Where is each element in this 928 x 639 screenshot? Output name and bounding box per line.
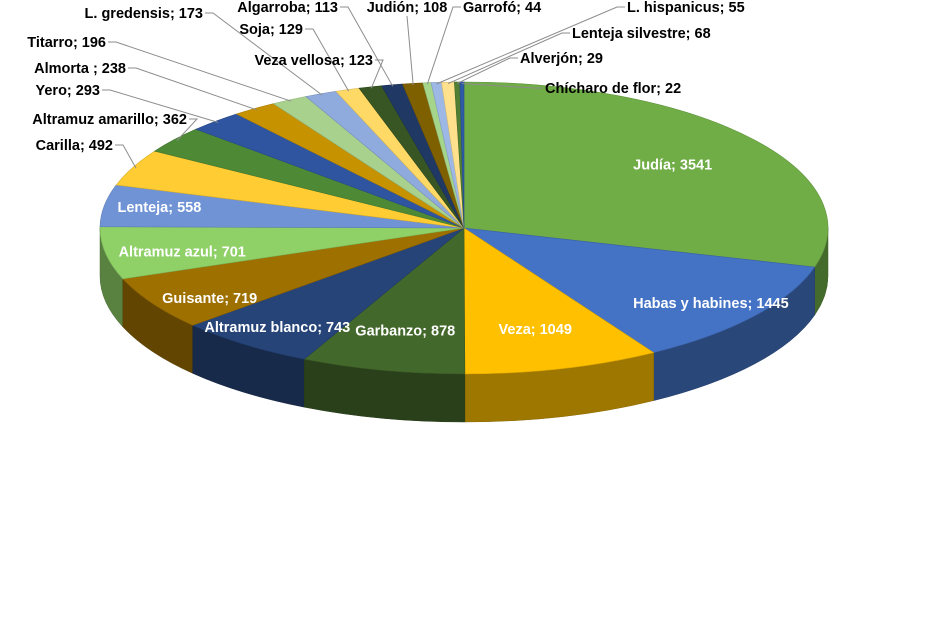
leader-line-carilla [115, 144, 137, 169]
data-label-altramuz-azul: Altramuz azul; 701 [119, 244, 246, 260]
leader-line-lenteja-silvestre [447, 32, 570, 85]
data-label-guisante: Guisante; 719 [162, 291, 257, 307]
data-label-lenteja: Lenteja; 558 [117, 200, 201, 216]
pie-slices [99, 81, 829, 375]
data-label-judion: Judión; 108 [367, 0, 448, 16]
data-label-alverjon: Alverjón; 29 [520, 51, 603, 67]
data-label-titarro: Titarro; 196 [27, 35, 106, 51]
data-label-veza: Veza; 1049 [499, 322, 572, 338]
slice-judia [463, 81, 829, 268]
leader-line-judion [406, 15, 414, 85]
data-label-l-gredensis: L. gredensis; 173 [85, 6, 203, 22]
slice-altramuz-blanco [191, 227, 465, 360]
leader-line-veza-vellosa [370, 59, 384, 89]
data-label-lenteja-silvestre: Lenteja silvestre; 68 [572, 26, 711, 42]
leader-line-alverjon [456, 57, 518, 84]
data-label-judia: Judía; 3541 [633, 157, 712, 173]
slice-guisante [122, 227, 465, 326]
leader-line-garrofo [426, 6, 461, 85]
leader-line-almorta [128, 67, 257, 111]
data-label-carilla: Carilla; 492 [36, 138, 113, 154]
data-label-yero: Yero; 293 [36, 83, 101, 99]
leader-line-l-gredensis [205, 12, 323, 96]
leader-line-l-hispanicus [436, 6, 625, 85]
data-label-habas-y-habines: Habas y habines; 1445 [633, 296, 789, 312]
slice-altramuz-azul [99, 226, 465, 280]
data-label-almorta: Almorta ; 238 [34, 61, 126, 77]
data-label-garbanzo: Garbanzo; 878 [355, 323, 455, 339]
leader-line-algarroba [340, 6, 394, 87]
leader-line-yero [102, 89, 219, 123]
data-label-garrofo: Garrofó; 44 [463, 0, 541, 16]
slice-garbanzo [303, 227, 466, 375]
data-label-soja: Soja; 129 [239, 22, 303, 38]
data-label-chicharo-de-flor: Chícharo de flor; 22 [545, 81, 681, 97]
data-labels: Judía; 3541 Habas y habines; 1445 Veza; 10… [27, 0, 788, 339]
leader-line-soja [305, 28, 350, 92]
leader-line-chicharo-de-flor [461, 82, 543, 89]
leader-line-titarro [108, 41, 292, 102]
pie-sides [99, 227, 829, 423]
leader-lines [102, 6, 625, 169]
data-label-altramuz-blanco: Altramuz blanco; 743 [204, 320, 350, 336]
slice-habas-y-habines [463, 227, 816, 353]
data-label-algarroba: Algarroba; 113 [237, 0, 338, 16]
data-label-veza-vellosa: Veza vellosa; 123 [255, 53, 374, 69]
data-label-altramuz-amarillo: Altramuz amarillo; 362 [32, 112, 187, 128]
slice-veza [463, 227, 655, 375]
leader-line-altramuz-amarillo [176, 118, 199, 141]
data-label-l-hispanicus: L. hispanicus; 55 [627, 0, 745, 16]
